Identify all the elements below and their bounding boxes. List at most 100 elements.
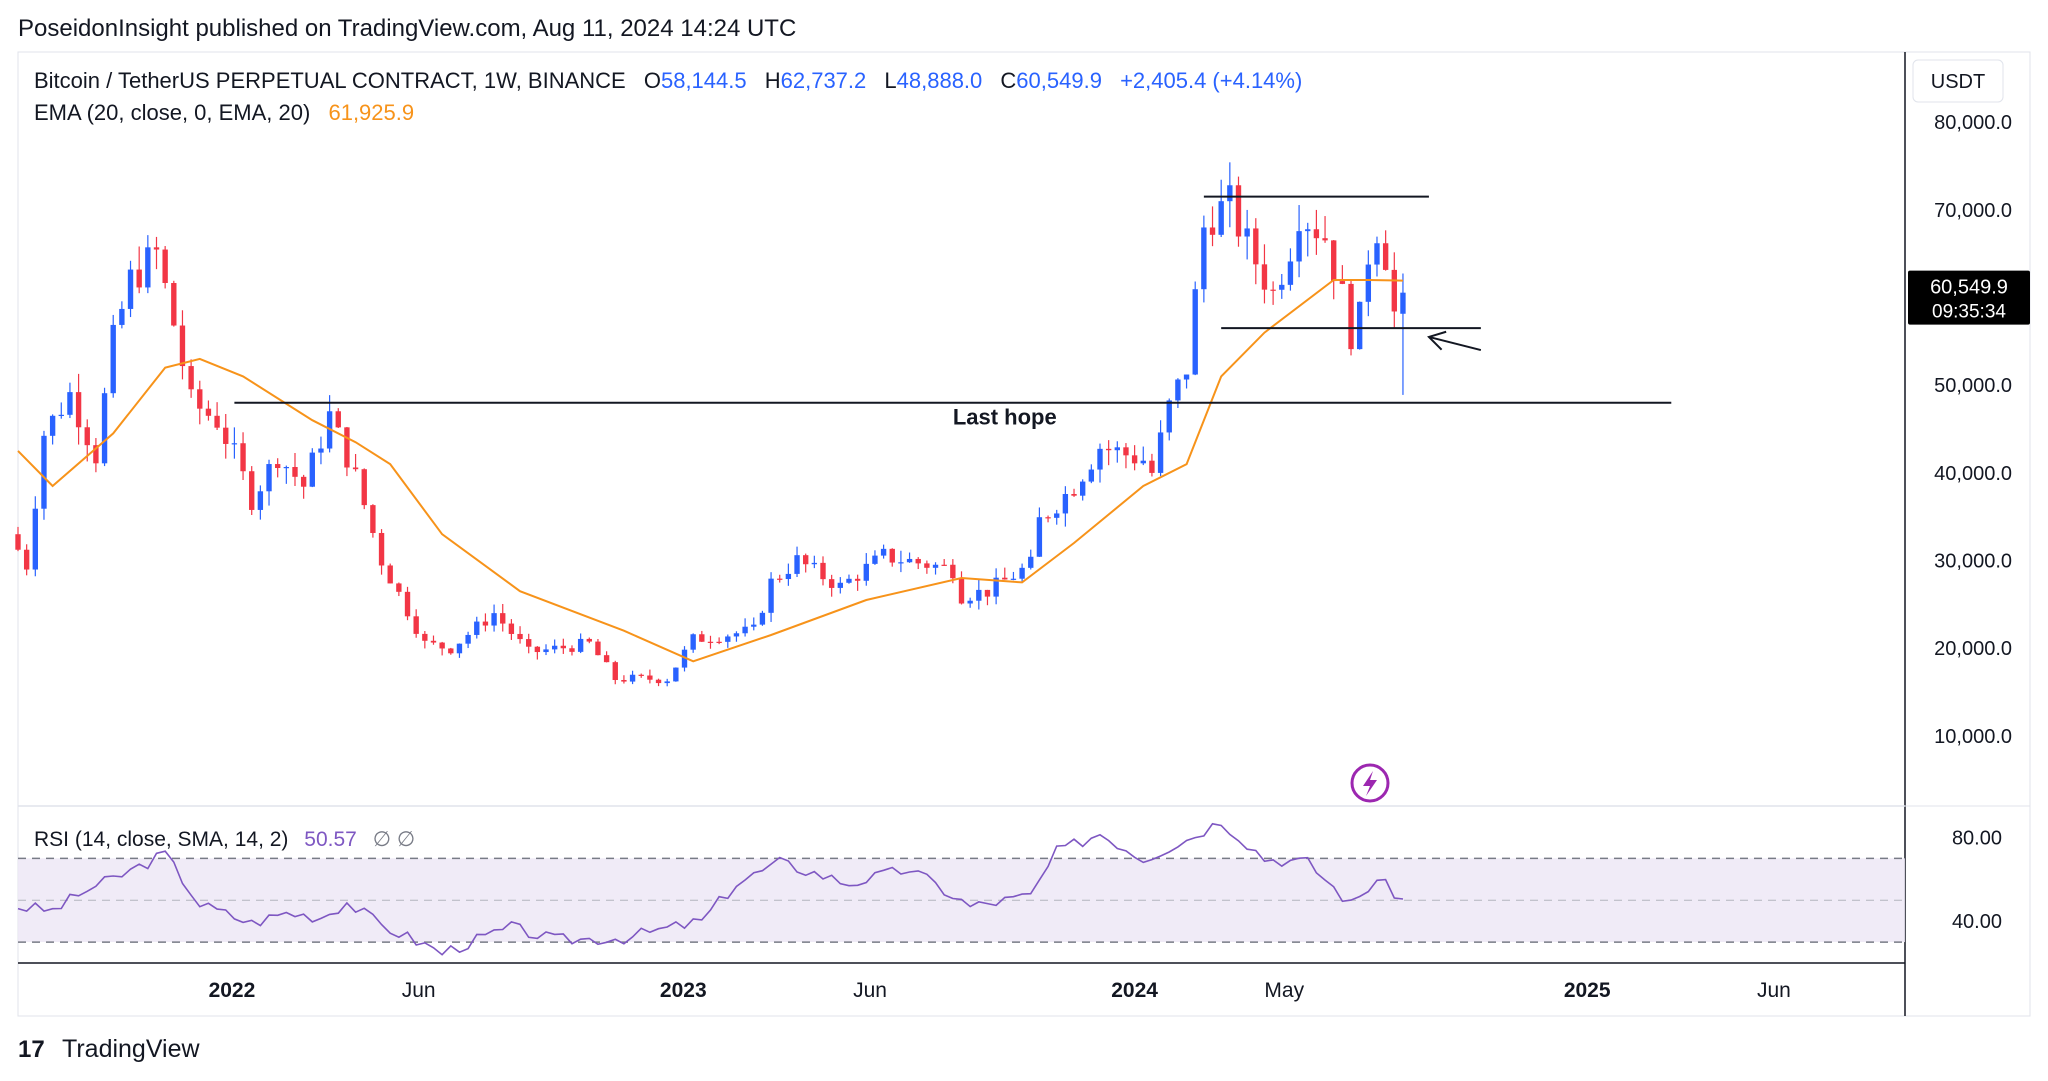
candle-body [197,389,203,409]
candle-body [1062,494,1069,514]
candle-body [257,491,264,510]
time-axis-tick-label: Jun [402,979,436,1002]
candle-body [1365,264,1372,302]
candle-body [958,578,965,604]
ema-value: 61,925.9 [328,100,414,125]
candle-body [751,624,757,627]
drawings-layer[interactable] [234,195,1672,404]
low-label: L [884,68,896,93]
candle-body [595,641,601,656]
candle-body [101,393,108,464]
candle-body [58,414,64,417]
candle-body [430,640,437,643]
candle-body [1097,448,1103,470]
time-axis-tick-label: Jun [1757,979,1791,1002]
candle-body [1348,283,1354,350]
price-axis-tick-label: 10,000.0 [1934,726,2012,748]
candle-body [941,564,947,566]
candle-body [1105,448,1112,451]
candle-body [15,534,21,550]
candle-body [742,626,748,634]
ema-legend[interactable]: EMA (20, close, 0, EMA, 20) 61,925.9 [34,100,414,125]
tradingview-logo[interactable]: 17 TradingView [18,1035,201,1063]
candle-body [404,591,411,617]
candle-body [1339,281,1346,284]
time-axis-tick-label: 2025 [1564,979,1611,1002]
candle-body [673,667,679,682]
price-axis-tick-label: 70,000.0 [1934,200,2012,222]
candle-body [569,648,575,652]
candle-body [1019,567,1025,579]
price-axis[interactable]: 80,000.0 70,000.0 50,000.0 40,000.0 30,000.0… [1934,112,2012,748]
candle-body [1374,243,1380,265]
candle-body [292,467,298,477]
candle-body [1192,289,1198,375]
candle-body [361,469,367,506]
ema-label: EMA (20, close, 0, EMA, 20) [34,100,310,125]
candle-body [1175,379,1181,401]
candle-body [110,324,116,394]
candle-body [1071,494,1077,496]
time-axis-tick-label: May [1264,979,1304,1002]
candle-body [932,564,939,568]
candle-body [318,448,324,453]
candle-body [699,634,705,642]
arrow-head [1427,330,1447,351]
high-label: H [765,68,781,93]
symbol-legend[interactable]: Bitcoin / TetherUS PERPETUAL CONTRACT, 1… [34,68,1302,93]
candle-body [474,621,480,635]
rsi-value: 50.57 [304,828,357,851]
close-label: C [1000,68,1016,93]
candle-body [1253,228,1259,265]
price-axis-tick-label: 30,000.0 [1934,551,2012,573]
last-price-badge: 60,549.9 09:35:34 [1908,270,2030,325]
candle-body [854,578,861,581]
candle-body [1313,229,1320,239]
bar-countdown: 09:35:34 [1932,302,2006,323]
candle-body [1157,432,1164,473]
open-value: 58,144.5 [661,68,747,93]
tradingview-brand: TradingView [62,1035,201,1063]
candle-body [577,638,584,652]
candle-body [690,634,696,650]
candle-body [560,645,567,649]
candle-body [370,505,376,533]
candle-body [93,445,99,464]
candle-series[interactable] [15,162,1406,687]
candle-body [344,427,350,468]
candle-body [387,565,393,584]
candle-body [1028,556,1034,568]
candle-body [638,674,644,676]
currency-button[interactable] [1912,59,2004,103]
candle-body [1131,455,1138,464]
candle-body [681,649,688,668]
rsi-axis-tick-label: 80.00 [1952,827,2002,849]
candle-body [1088,469,1095,482]
last-hope-label: Last hope [953,405,1057,430]
lightning-icon[interactable] [1350,763,1390,803]
candle-body [716,641,722,643]
candle-body [526,639,532,647]
candle-body [915,558,921,564]
candle-body [1002,577,1008,580]
price-axis-tick-label: 80,000.0 [1934,112,2012,134]
time-axis-tick-label: Jun [853,979,887,1002]
time-axis[interactable]: 2022 Jun 2023 Jun 2024 May 2025 Jun [209,979,1791,1002]
candle-body [777,578,783,580]
candle-body [145,247,151,288]
candle-body [1166,400,1172,433]
candle-body [1123,447,1129,456]
candle-body [266,464,272,492]
candle-body [898,562,904,564]
candle-body [240,443,246,472]
candle-body [127,269,134,309]
candle-body [629,674,636,682]
candle-body [482,621,489,626]
publish-line: PoseidonInsight published on TradingView… [18,15,796,42]
candle-body [647,675,653,680]
candle-body [1322,238,1328,241]
candle-body [274,464,281,469]
candle-body [655,679,662,684]
rsi-legend[interactable]: RSI (14, close, SMA, 14, 2) 50.57 ∅ ∅ [34,828,415,851]
